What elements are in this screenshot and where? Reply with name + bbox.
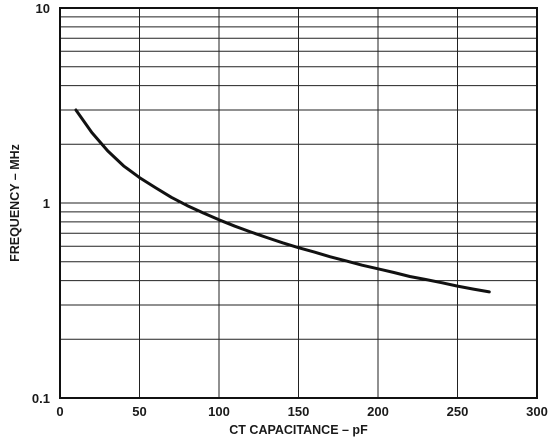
x-tick-label-200: 200 <box>367 404 389 419</box>
x-tick-label-150: 150 <box>288 404 310 419</box>
y-tick-label-0.1: 0.1 <box>32 391 50 406</box>
x-axis-label: CT CAPACITANCE – pF <box>229 423 368 437</box>
x-tick-label-0: 0 <box>56 404 63 419</box>
plot-frame <box>59 7 538 399</box>
x-tick-label-100: 100 <box>208 404 230 419</box>
y-tick-label-1: 1 <box>43 196 50 211</box>
x-tick-label-300: 300 <box>526 404 548 419</box>
y-axis-label: FREQUENCY – MHz <box>8 144 22 262</box>
x-tick-label-250: 250 <box>447 404 469 419</box>
x-tick-label-50: 50 <box>132 404 146 419</box>
series-line-0 <box>74 108 491 294</box>
y-tick-label-10: 10 <box>36 1 50 16</box>
